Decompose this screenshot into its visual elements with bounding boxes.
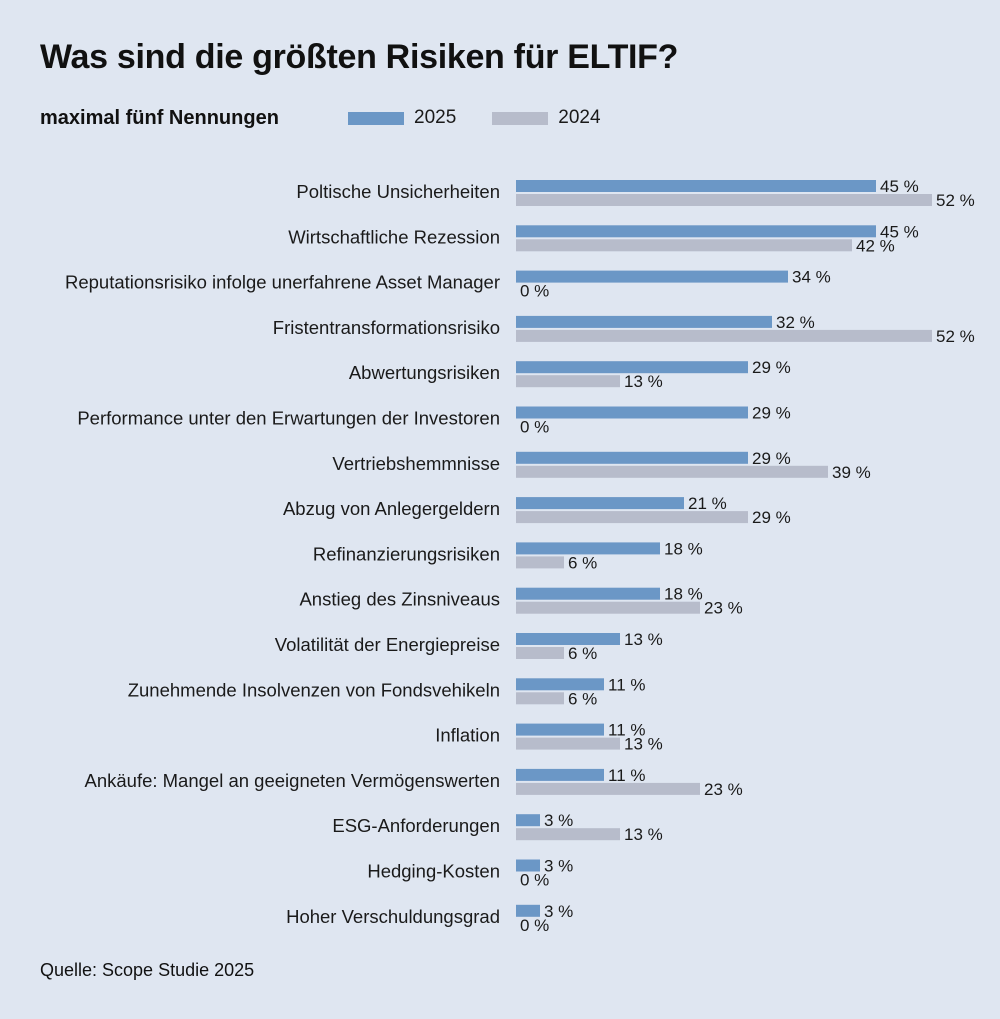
data-label-2025: 18 %	[664, 585, 703, 604]
category-label: Reputationsrisiko infolge unerfahrene As…	[65, 272, 500, 293]
data-label-2024: 29 %	[752, 508, 791, 527]
data-label-2024: 39 %	[832, 463, 871, 482]
legend-item-2025: 2025	[348, 107, 456, 129]
data-label-2025: 3 %	[544, 902, 573, 921]
data-label-2024: 52 %	[936, 191, 975, 210]
data-label-2024: 6 %	[568, 644, 597, 663]
bar-2025	[516, 361, 748, 374]
bar-2024	[516, 601, 700, 614]
legend: 2025 2024	[348, 107, 637, 129]
data-label-2025: 34 %	[792, 268, 831, 287]
bar-2025	[516, 633, 620, 645]
data-label-2024: 13 %	[624, 372, 663, 391]
bar-2025	[516, 315, 772, 328]
bar-2025	[516, 814, 540, 827]
data-label-2025: 13 %	[624, 630, 663, 649]
data-label-2025: 11 %	[608, 721, 646, 740]
bar-2024	[516, 329, 932, 342]
bar-2025	[516, 678, 604, 691]
data-label-2024: 13 %	[624, 825, 663, 844]
category-label: Performance unter den Erwartungen der In…	[77, 408, 500, 429]
bar-2024	[516, 647, 564, 659]
data-label-2025: 29 %	[752, 404, 791, 423]
bar-2025	[516, 859, 540, 872]
data-label-2024: 0 %	[520, 916, 549, 935]
category-label: Hedging-Kosten	[367, 861, 500, 882]
legend-label-2025: 2025	[414, 107, 457, 128]
chart-title: Was sind die größten Risiken für ELTIF?	[40, 38, 679, 76]
category-label: Refinanzierungsrisiken	[313, 543, 500, 564]
data-label-2024: 0 %	[520, 871, 549, 890]
bar-2025	[516, 542, 660, 555]
category-label: Poltische Unsicherheiten	[296, 181, 500, 202]
data-label-2024: 23 %	[704, 599, 743, 618]
bar-2024	[516, 556, 564, 569]
category-label: Vertriebshemmnisse	[332, 453, 500, 474]
bar-2024	[516, 692, 564, 705]
data-label-2025: 18 %	[664, 539, 703, 558]
bar-2025	[516, 587, 660, 600]
bar-2024	[516, 465, 828, 478]
category-label: Wirtschaftliche Rezession	[288, 226, 500, 247]
data-label-2024: 23 %	[704, 780, 743, 799]
category-label: Hoher Verschuldungsgrad	[286, 906, 500, 927]
data-label-2024: 6 %	[568, 689, 597, 708]
data-label-2024: 0 %	[520, 418, 549, 437]
bar-2024	[516, 194, 932, 206]
bar-2024	[516, 782, 700, 795]
data-label-2025: 3 %	[544, 857, 573, 876]
data-label-2025: 11 %	[608, 766, 646, 785]
bar-2025	[516, 270, 788, 283]
category-label: Inflation	[435, 725, 500, 746]
category-label: Volatilität der Energiepreise	[275, 634, 500, 655]
source-note: Quelle: Scope Studie 2025	[40, 960, 255, 980]
bar-2025	[516, 904, 540, 917]
bar-2025	[516, 225, 876, 238]
data-label-2025: 29 %	[752, 449, 791, 468]
bar-2024	[516, 511, 748, 524]
data-label-2025: 32 %	[776, 313, 815, 332]
bar-2025	[516, 451, 748, 464]
data-label-2024: 6 %	[568, 553, 597, 572]
data-label-2025: 45 %	[880, 177, 919, 196]
bar-2025	[516, 723, 604, 736]
bar-2024	[516, 375, 620, 388]
bar-2024	[516, 737, 620, 750]
data-label-2025: 3 %	[544, 811, 573, 830]
bar-2025	[516, 497, 684, 510]
legend-swatch-2025	[348, 111, 404, 125]
data-label-2024: 13 %	[624, 735, 663, 754]
bar-2025	[516, 768, 604, 781]
data-label-2024: 42 %	[856, 236, 895, 255]
category-label: Fristentransformationsrisiko	[273, 317, 500, 338]
bar-2024	[516, 828, 620, 841]
legend-swatch-2024	[492, 111, 549, 125]
category-label: ESG-Anforderungen	[332, 815, 500, 836]
category-label: Anstieg des Zinsniveaus	[299, 589, 500, 610]
category-label: Abzug von Anlegergeldern	[283, 498, 500, 519]
category-label: Zunehmende Insolvenzen von Fondsvehikeln	[128, 679, 500, 700]
bar-2024	[516, 239, 852, 252]
bar-2025	[516, 406, 748, 419]
data-label-2024: 0 %	[520, 282, 549, 301]
data-label-2025: 45 %	[880, 222, 919, 241]
data-label-2025: 11 %	[608, 675, 646, 694]
data-label-2025: 29 %	[752, 358, 791, 377]
data-label-2024: 52 %	[936, 327, 975, 346]
bar-2025	[516, 180, 876, 192]
chart-subtitle: maximal fünf Nennungen	[40, 107, 279, 129]
category-label: Ankäufe: Mangel an geeigneten Vermögensw…	[84, 770, 500, 791]
category-label: Abwertungsrisiken	[349, 362, 500, 383]
data-label-2025: 21 %	[688, 494, 727, 513]
legend-label-2024: 2024	[558, 107, 601, 128]
legend-item-2024: 2024	[492, 107, 601, 129]
